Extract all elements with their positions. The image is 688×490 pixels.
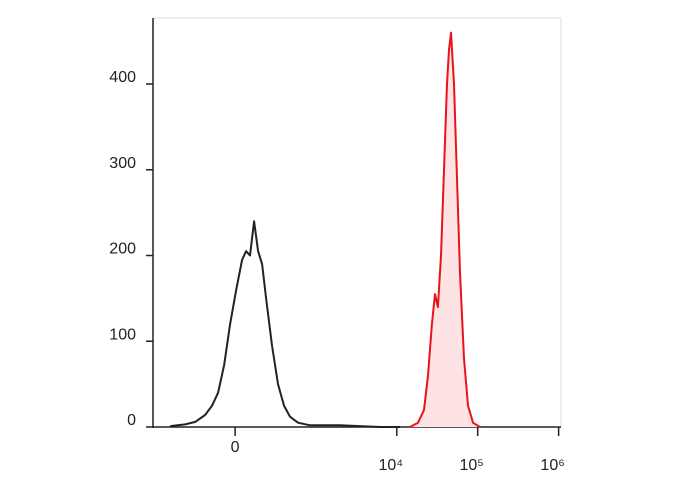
histogram-line	[409, 31, 481, 428]
histogram-fill	[410, 32, 480, 427]
y-tick-label: 300	[109, 155, 136, 172]
y-tick-label: 400	[109, 69, 136, 86]
x-tick-label: 10⁵	[459, 457, 483, 474]
x-tick-label: 10⁴	[378, 457, 403, 474]
y-tick-label: 100	[109, 326, 136, 343]
y-tick-label: 200	[109, 241, 136, 258]
y-tick-label: 0	[127, 412, 136, 429]
x-tick-label: 0	[231, 439, 240, 456]
x-tick-label: 10⁶	[540, 457, 564, 474]
histogram-line	[170, 220, 400, 428]
